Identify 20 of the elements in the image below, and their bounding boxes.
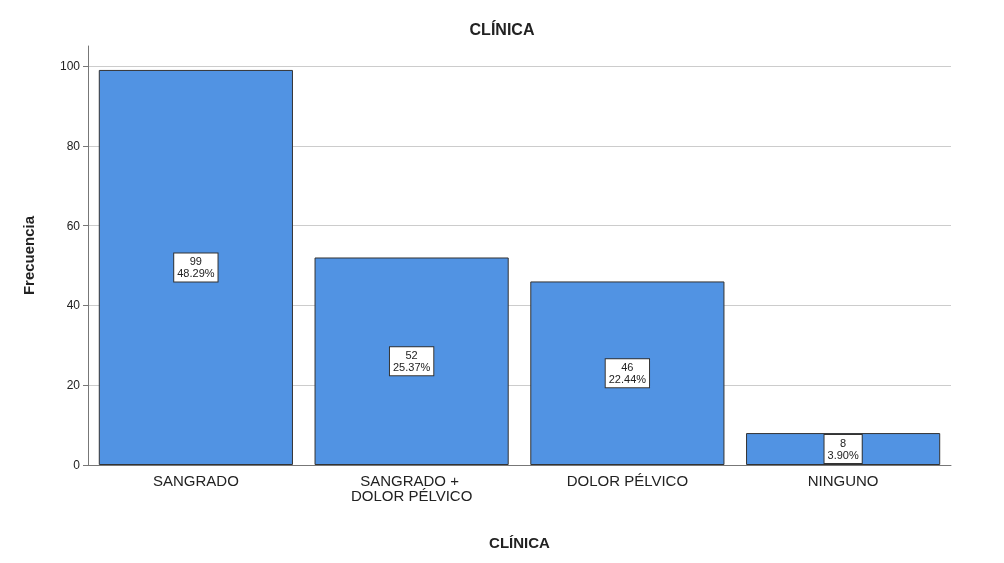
x-tick-label: DOLOR PÉLVICO: [566, 472, 689, 489]
x-tick-label: SANGRADO + DOLOR PÉLVICO: [350, 472, 473, 504]
y-axis-title: Frecuencia: [20, 215, 37, 296]
bar: [314, 257, 509, 465]
data-label: 46 22.44%: [608, 361, 647, 386]
data-label: 52 25.37%: [392, 349, 431, 374]
x-tick-label: SANGRADO: [152, 472, 239, 489]
x-axis-title: CLÍNICA: [489, 534, 551, 551]
bar: [530, 281, 725, 465]
data-label: 8 3.90%: [827, 437, 859, 462]
y-tick-label: 100: [59, 58, 81, 73]
y-tick-label: 60: [66, 218, 81, 233]
chart-title: CLÍNICA: [469, 19, 535, 38]
y-tick-label: 40: [66, 298, 81, 313]
y-tick-label: 80: [66, 138, 81, 153]
x-tick-label: NINGUNO: [807, 472, 879, 489]
y-tick-label: 0: [73, 458, 81, 472]
bar: [98, 69, 293, 465]
y-tick-label: 20: [66, 378, 81, 393]
data-label: 99 48.29%: [177, 255, 215, 280]
